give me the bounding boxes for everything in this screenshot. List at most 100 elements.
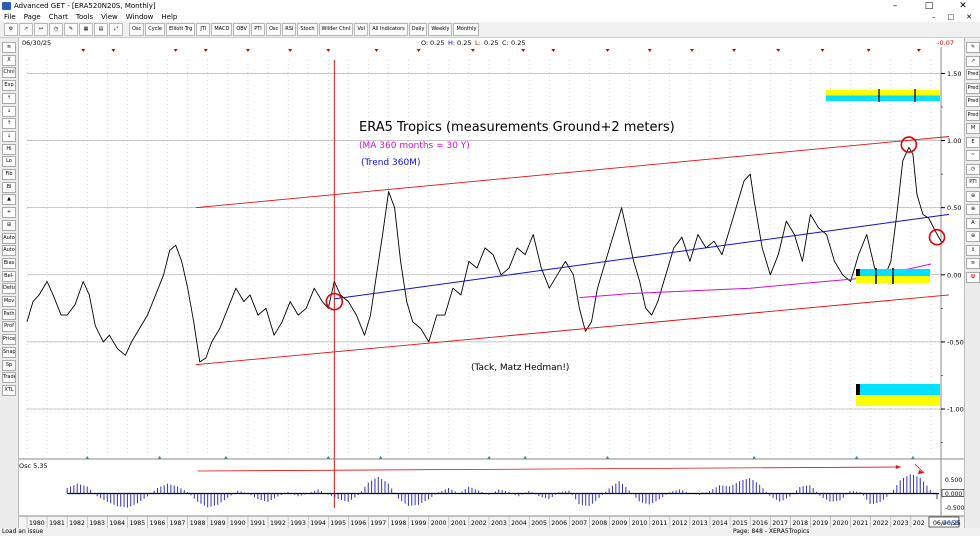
left-tool-9[interactable]: Lo: [2, 156, 16, 168]
time-label-40: 2020: [833, 520, 849, 527]
left-tool-8[interactable]: Hi: [2, 143, 16, 155]
right-tool-8[interactable]: ~: [966, 150, 980, 161]
minimize-button[interactable]: –: [892, 0, 898, 11]
right-tool-13[interactable]: A: [966, 217, 980, 229]
right-tool-17[interactable]: U: [966, 271, 980, 283]
right-tool-7[interactable]: E: [966, 136, 980, 148]
toolbar-button-12[interactable]: All Indicators: [369, 23, 408, 36]
toolbar-button-0[interactable]: Osc: [129, 23, 145, 36]
cycle-marker-bottom: [605, 456, 610, 459]
left-tool-26[interactable]: Trade Profile: [2, 372, 16, 384]
toolbar-button-8[interactable]: RSI: [282, 23, 297, 36]
menu-view[interactable]: View: [101, 12, 118, 21]
time-label-25: 2005: [531, 520, 547, 527]
tool-icon-1[interactable]: ↗: [19, 23, 33, 36]
chart-window[interactable]: 06/30/25 O: 0.25 H: 0.25 L: 0.25 C: 0.25 -0.07 1.5…: [19, 38, 965, 528]
toolbar-button-14[interactable]: Weekly: [428, 23, 453, 36]
tool-icon-4[interactable]: ✎: [64, 23, 78, 36]
ohlc-label-2: L:: [475, 39, 481, 47]
right-tool-3[interactable]: Pred: [966, 82, 980, 94]
menu-tools[interactable]: Tools: [75, 12, 94, 21]
left-tool-7[interactable]: ↓: [2, 130, 16, 142]
left-tool-25[interactable]: Sp Trend: [2, 359, 16, 371]
title-bar: Advanced GET - [ERA520N20S, Monthly] – □…: [0, 0, 980, 11]
toolbar-button-15[interactable]: Monthly: [453, 23, 480, 36]
right-tool-1[interactable]: ↗: [966, 55, 980, 67]
left-tool-18[interactable]: Bel-Buy: [2, 270, 16, 282]
toolbar-button-1[interactable]: Cycle: [145, 23, 165, 36]
tool-icon-2[interactable]: ↔: [34, 23, 48, 36]
tool-icon-5[interactable]: ▦: [79, 23, 93, 36]
time-label-28: 2008: [591, 520, 607, 527]
left-tool-0[interactable]: ≡: [2, 42, 16, 53]
right-tool-11[interactable]: ⊕: [966, 190, 980, 202]
toolbar-button-9[interactable]: Stoch: [297, 23, 318, 36]
toolbar-button-2[interactable]: Elliott Trg: [165, 23, 196, 36]
upper-channel-line: [195, 136, 950, 209]
right-tool-2[interactable]: Pred: [966, 69, 980, 80]
right-tool-16[interactable]: ≡: [966, 258, 980, 269]
toolbar-button-6[interactable]: PTI: [250, 23, 265, 36]
time-label-20: 2000: [431, 520, 447, 527]
mdi-restore-button[interactable]: □: [947, 12, 955, 21]
left-tool-27[interactable]: XTL: [2, 384, 16, 396]
left-tool-11[interactable]: Bl: [2, 181, 16, 193]
right-tool-6[interactable]: M: [966, 123, 980, 134]
left-tool-21[interactable]: Path Chnl: [2, 308, 16, 320]
left-tool-6[interactable]: ↑: [2, 118, 16, 130]
toolbar-button-13[interactable]: Daily: [408, 23, 428, 36]
right-tool-15[interactable]: ↕: [966, 244, 980, 256]
menu-help[interactable]: Help: [161, 12, 178, 21]
cycle-marker-top: [820, 49, 825, 52]
left-tool-23[interactable]: Price Chnl: [2, 334, 16, 346]
menu-window[interactable]: Window: [125, 12, 154, 21]
menu-chart[interactable]: Chart: [48, 12, 68, 21]
right-tool-0[interactable]: ✎: [966, 42, 980, 53]
chart-svg[interactable]: 06/30/25 O: 0.25 H: 0.25 L: 0.25 C: 0.25 -0.071.5…: [19, 38, 965, 528]
toolbar-button-3[interactable]: JTI: [196, 23, 211, 36]
left-tool-5[interactable]: ↓: [2, 105, 16, 117]
right-tool-12[interactable]: ⊕: [966, 204, 980, 215]
time-label-39: 2019: [812, 520, 828, 527]
cycle-marker-top: [732, 49, 737, 52]
right-tool-9[interactable]: ◷: [966, 163, 980, 175]
menu-file[interactable]: File: [4, 12, 16, 21]
right-tool-5[interactable]: Pred: [966, 109, 980, 121]
tool-icon-3[interactable]: ◷: [49, 23, 63, 36]
menu-page[interactable]: Page: [23, 12, 41, 21]
mdi-close-button[interactable]: ✕: [966, 12, 972, 21]
toolbar-button-5[interactable]: OBV: [233, 23, 250, 36]
left-tool-24[interactable]: Snap Gann: [2, 346, 16, 358]
left-tool-14[interactable]: ⊞: [2, 219, 16, 231]
mdi-minimize-button[interactable]: –: [932, 12, 936, 21]
toolbar-button-7[interactable]: Osc: [265, 23, 282, 36]
cycle-marker-bottom: [326, 456, 331, 459]
cycle-marker-top: [326, 49, 331, 52]
left-tool-16[interactable]: Auto Gann: [2, 245, 16, 257]
left-tool-10[interactable]: Fib: [2, 169, 16, 180]
annotation-title: ERA5 Tropics (measurements Ground+2 mete…: [359, 120, 675, 135]
left-tool-12[interactable]: ▲: [2, 194, 16, 206]
toolbar-button-10[interactable]: Wilder Chnl: [318, 23, 354, 36]
tool-icon-6[interactable]: ▤: [94, 23, 108, 36]
left-tool-15[interactable]: Auto Gann: [2, 232, 16, 244]
left-tool-17[interactable]: Bias: [2, 257, 16, 269]
left-tool-2[interactable]: Chnl: [2, 67, 16, 79]
tool-icon-0[interactable]: ⚙: [4, 23, 18, 36]
tool-icon-7[interactable]: ⤢: [109, 23, 123, 36]
maximize-button[interactable]: □: [924, 0, 934, 11]
left-tool-4[interactable]: ↑: [2, 92, 16, 104]
right-tool-4[interactable]: Pred: [966, 96, 980, 107]
right-tool-10[interactable]: PTI: [966, 177, 980, 188]
close-button[interactable]: ✕: [959, 0, 967, 11]
toolbar-button-11[interactable]: Vol: [354, 23, 369, 36]
right-tool-14[interactable]: ⊕: [966, 231, 980, 242]
left-tool-19[interactable]: Delta: [2, 283, 16, 295]
left-tool-3[interactable]: Exp: [2, 80, 16, 92]
left-tool-13[interactable]: +: [2, 207, 16, 219]
cycle-marker-bottom: [157, 456, 162, 459]
left-tool-22[interactable]: Prof: [2, 321, 16, 333]
left-tool-20[interactable]: Mov Avg: [2, 296, 16, 307]
toolbar-button-4[interactable]: MACD: [211, 23, 233, 36]
left-tool-1[interactable]: X: [2, 54, 16, 66]
